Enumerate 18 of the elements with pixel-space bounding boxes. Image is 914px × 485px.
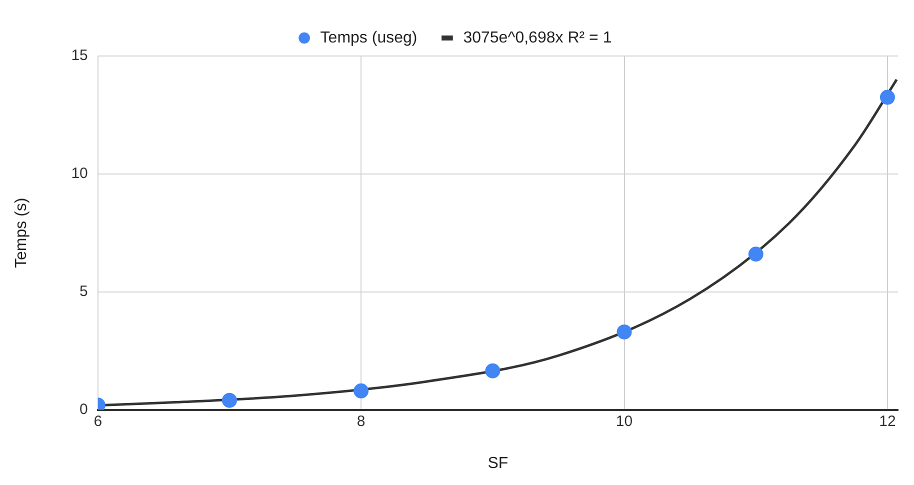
point	[354, 383, 369, 398]
y-tick-label: 15	[71, 47, 88, 64]
point	[880, 90, 895, 105]
x-tick-label: 8	[356, 412, 366, 430]
y-tick-label: 10	[71, 165, 88, 182]
legend-label: Temps (useg)	[320, 29, 418, 46]
y-axis-title: Temps (s)	[13, 198, 30, 268]
y-tick-label: 5	[80, 283, 88, 300]
point	[222, 392, 237, 408]
y-tick-label: 0	[80, 400, 88, 418]
point	[485, 363, 500, 378]
point	[616, 324, 632, 340]
point	[748, 246, 764, 262]
x-tick-label: 6	[94, 412, 102, 430]
x-tick-label: 12	[879, 412, 896, 430]
x-axis-title: SF	[488, 454, 508, 472]
legend-label: 3075e^0,698x R² = 1	[463, 29, 612, 46]
x-tick-label: 10	[616, 412, 633, 430]
